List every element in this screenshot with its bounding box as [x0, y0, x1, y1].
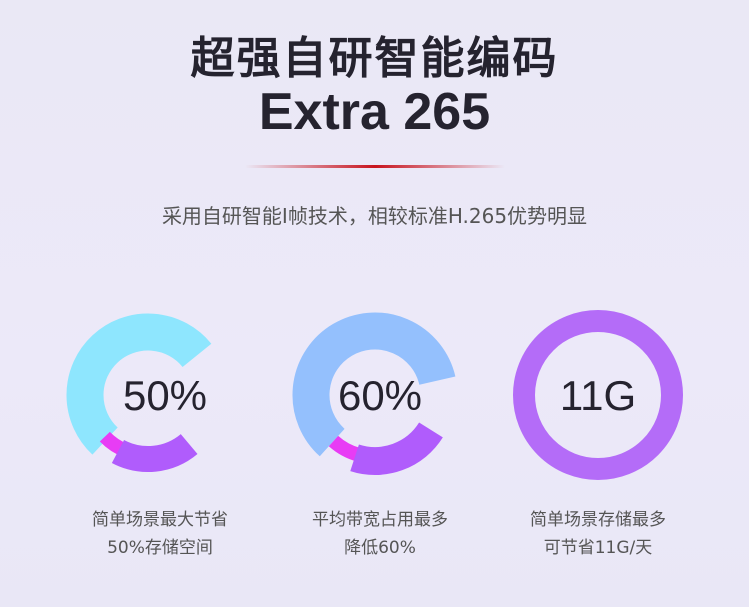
caption-line: 简单场景最大节省 [92, 510, 228, 530]
donut1-purple-arc [111, 433, 198, 472]
title: 超强自研智能编码 [190, 33, 559, 84]
description: 采用自研智能I帧技术，相较标准H.265优势明显 [161, 204, 588, 228]
donut3-ring [513, 310, 683, 480]
stat-caption-2: 平均带宽占用最多 降低60% [270, 506, 490, 562]
stat-value-1: 50% [122, 372, 208, 419]
stat-value-2: 60% [337, 372, 423, 419]
subtitle: Extra 265 [258, 83, 491, 141]
donut1-main-arc [66, 313, 212, 455]
caption-line: 可节省11G/天 [543, 538, 653, 558]
stat-caption-1: 简单场景最大节省 50%存储空间 [50, 506, 270, 562]
caption-line: 降低60% [344, 538, 416, 558]
caption-line: 简单场景存储最多 [530, 510, 666, 530]
donut2-main-arc [292, 312, 456, 457]
stat-value-3: 11G [559, 372, 637, 419]
accent-divider [245, 165, 505, 168]
stat-caption-3: 简单场景存储最多 可节省11G/天 [488, 506, 708, 562]
caption-line: 50%存储空间 [107, 538, 213, 558]
donut2-purple-arc [350, 422, 443, 475]
caption-line: 平均带宽占用最多 [312, 510, 448, 530]
donut2-magenta-arc [328, 435, 362, 462]
